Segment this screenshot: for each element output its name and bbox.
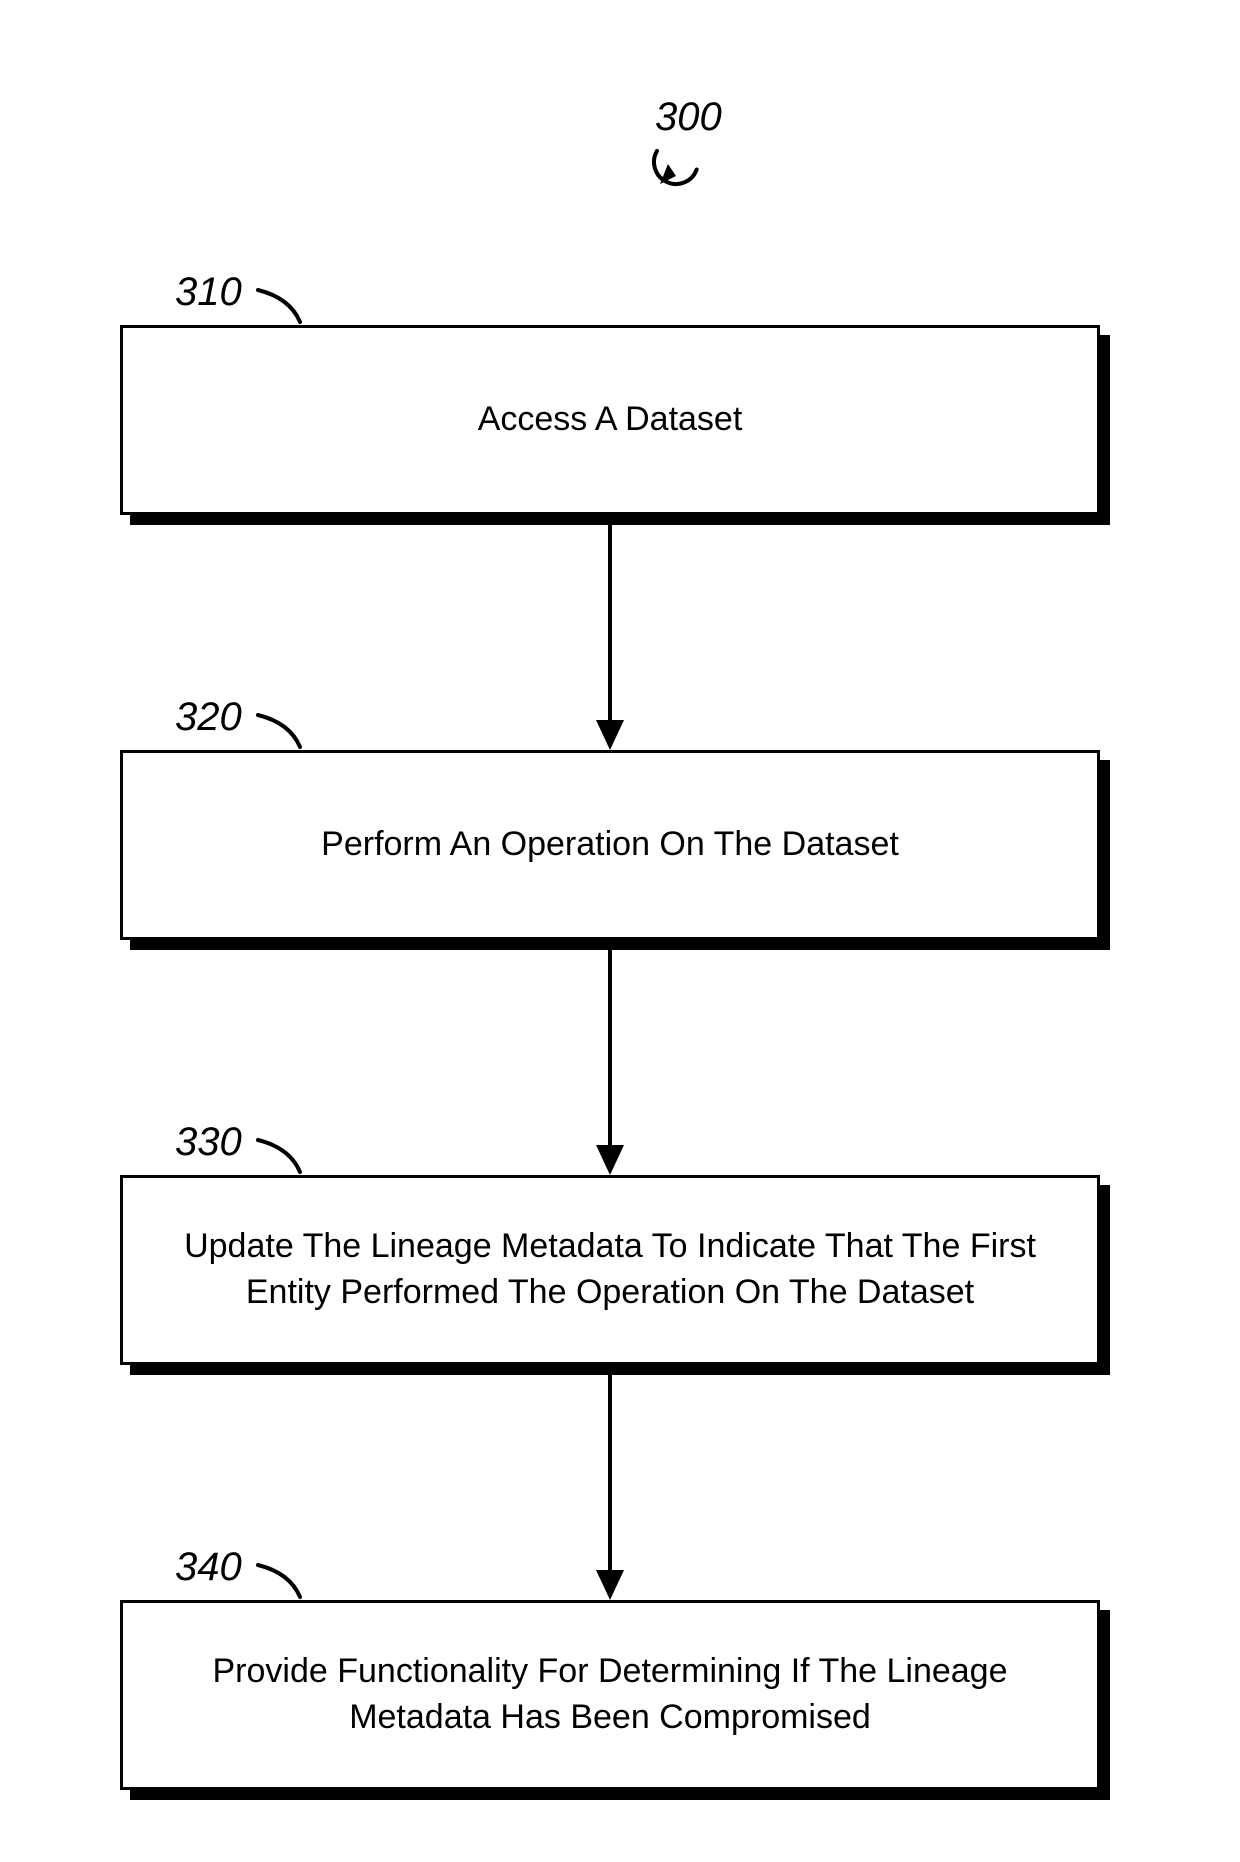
step-340-text: Provide Functionality For Determining If… (183, 1649, 1037, 1741)
step-330-text: Update The Lineage Metadata To Indicate … (183, 1224, 1037, 1316)
arrow-step-320-to-step-330 (577, 950, 643, 1179)
step-340-leader (253, 1560, 305, 1602)
step-310: Access A Dataset (120, 325, 1100, 515)
step-310-text: Access A Dataset (478, 397, 743, 443)
step-320: Perform An Operation On The Dataset (120, 750, 1100, 940)
flowchart-canvas: 300Access A Dataset310Perform An Operati… (0, 0, 1240, 1862)
step-330-leader (253, 1135, 305, 1177)
step-340-ref: 340 (175, 1545, 242, 1590)
arrow-step-310-to-step-320 (577, 525, 643, 754)
step-310-ref: 310 (175, 270, 242, 315)
arrow-step-330-to-step-340 (577, 1375, 643, 1604)
step-330: Update The Lineage Metadata To Indicate … (120, 1175, 1100, 1365)
step-320-text: Perform An Operation On The Dataset (321, 822, 899, 868)
step-320-ref: 320 (175, 695, 242, 740)
step-310-leader (253, 285, 305, 327)
step-330-ref: 330 (175, 1120, 242, 1165)
step-340: Provide Functionality For Determining If… (120, 1600, 1100, 1790)
figure-ref-300-hook (616, 102, 736, 222)
step-320-leader (253, 710, 305, 752)
